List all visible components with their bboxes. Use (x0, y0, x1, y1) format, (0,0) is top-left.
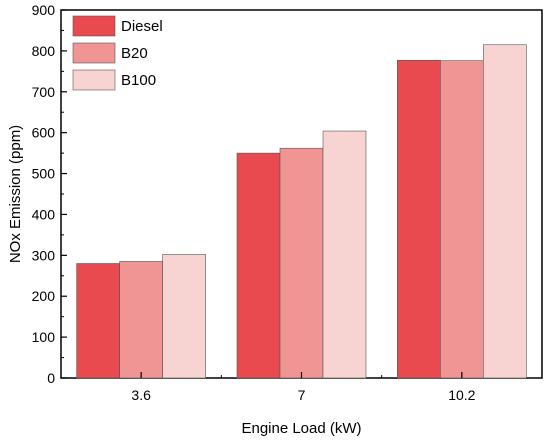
y-tick-label: 900 (32, 2, 56, 18)
x-tick-label: 7 (298, 387, 306, 403)
bar-b100-3.6 (162, 254, 206, 379)
x-axis-title: Engine Load (kW) (241, 420, 361, 437)
legend-swatch-b100 (72, 69, 116, 91)
bar-b20-7 (279, 147, 324, 379)
x-tick-label: 3.6 (131, 387, 151, 403)
bars-group (76, 44, 527, 379)
y-tick-label: 200 (32, 288, 56, 304)
bar-diesel-3.6 (76, 263, 120, 379)
y-tick-label: 100 (32, 329, 56, 345)
y-axis-ticks: 0 100 200 300 400 500 600 700 800 900 (32, 2, 67, 386)
y-tick-label: 600 (32, 125, 56, 141)
bar-diesel-10.2 (397, 59, 441, 379)
bar-b100-7 (322, 130, 367, 379)
legend-swatch-diesel (72, 15, 116, 37)
legend-label-b100: B100 (121, 72, 156, 89)
bar-diesel-7 (236, 152, 281, 379)
legend: Diesel B20 B100 (72, 15, 163, 91)
legend-swatch-b20 (72, 42, 116, 64)
bar-b100-10.2 (483, 44, 527, 379)
legend-label-diesel: Diesel (121, 18, 163, 35)
y-tick-label: 400 (32, 206, 56, 222)
y-tick-label: 300 (32, 247, 56, 263)
y-tick-label: 700 (32, 84, 56, 100)
bar-b20-3.6 (119, 261, 163, 379)
legend-label-b20: B20 (121, 45, 148, 62)
y-tick-label: 0 (47, 370, 55, 386)
x-axis-ticks: 3.6 7 10.2 (131, 372, 476, 403)
x-tick-label: 10.2 (448, 387, 475, 403)
y-axis-title: NOx Emission (ppm) (7, 125, 24, 263)
bar-b20-10.2 (440, 60, 484, 379)
y-tick-label: 500 (32, 166, 56, 182)
y-tick-label: 800 (32, 43, 56, 59)
